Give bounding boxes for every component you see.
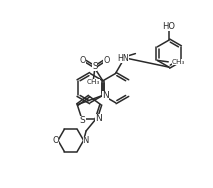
Text: HN: HN bbox=[117, 54, 129, 63]
Text: N: N bbox=[95, 114, 102, 123]
Text: O: O bbox=[52, 136, 59, 145]
Text: S: S bbox=[92, 62, 98, 71]
Text: S: S bbox=[80, 115, 86, 124]
Text: O: O bbox=[80, 56, 86, 65]
Text: N: N bbox=[83, 136, 89, 145]
Text: CH₃: CH₃ bbox=[172, 59, 185, 65]
Text: CH₃: CH₃ bbox=[87, 79, 100, 85]
Text: HO: HO bbox=[163, 22, 176, 31]
Text: O: O bbox=[103, 56, 109, 65]
Text: N: N bbox=[102, 91, 109, 100]
